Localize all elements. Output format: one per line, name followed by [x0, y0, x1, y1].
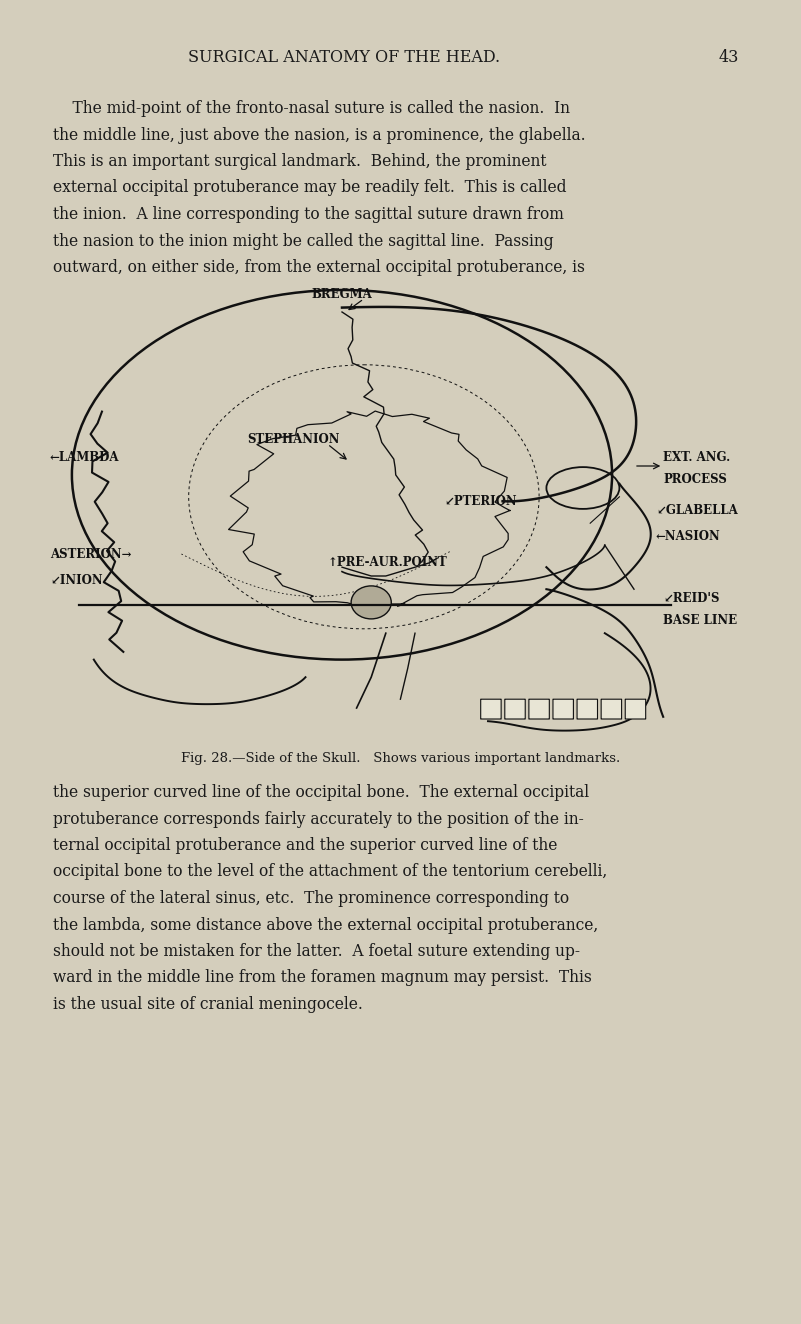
FancyBboxPatch shape	[505, 699, 525, 719]
FancyBboxPatch shape	[626, 699, 646, 719]
Text: 43: 43	[718, 49, 739, 66]
Text: BASE LINE: BASE LINE	[663, 613, 738, 626]
Text: This is an important surgical landmark.  Behind, the prominent: This is an important surgical landmark. …	[53, 154, 546, 169]
Text: ward in the middle line from the foramen magnum may persist.  This: ward in the middle line from the foramen…	[53, 969, 592, 986]
Text: the nasion to the inion might be called the sagittal line.  Passing: the nasion to the inion might be called …	[53, 233, 553, 249]
FancyBboxPatch shape	[601, 699, 622, 719]
Text: occipital bone to the level of the attachment of the tentorium cerebelli,: occipital bone to the level of the attac…	[53, 863, 607, 880]
Text: ternal occipital protuberance and the superior curved line of the: ternal occipital protuberance and the su…	[53, 837, 557, 854]
Text: ↙REID'S: ↙REID'S	[663, 592, 720, 605]
Text: ↙GLABELLA: ↙GLABELLA	[656, 503, 738, 516]
FancyBboxPatch shape	[577, 699, 598, 719]
Text: protuberance corresponds fairly accurately to the position of the in-: protuberance corresponds fairly accurate…	[53, 810, 584, 828]
Text: ↙INION: ↙INION	[50, 573, 103, 587]
Text: ←NASION: ←NASION	[656, 530, 721, 543]
FancyBboxPatch shape	[553, 699, 574, 719]
Text: ASTERION→: ASTERION→	[50, 548, 131, 560]
Ellipse shape	[351, 587, 391, 618]
Text: ↙PTERION: ↙PTERION	[445, 495, 517, 507]
FancyBboxPatch shape	[529, 699, 549, 719]
Text: ↑PRE-AUR.POINT: ↑PRE-AUR.POINT	[328, 556, 447, 569]
Text: external occipital protuberance may be readily felt.  This is called: external occipital protuberance may be r…	[53, 180, 566, 196]
Text: EXT. ANG.: EXT. ANG.	[663, 450, 731, 463]
Text: the lambda, some distance above the external occipital protuberance,: the lambda, some distance above the exte…	[53, 916, 598, 933]
Text: the inion.  A line corresponding to the sagittal suture drawn from: the inion. A line corresponding to the s…	[53, 207, 564, 222]
Text: is the usual site of cranial meningocele.: is the usual site of cranial meningocele…	[53, 996, 363, 1013]
Text: BREGMA: BREGMA	[312, 287, 372, 301]
Text: course of the lateral sinus, etc.  The prominence corresponding to: course of the lateral sinus, etc. The pr…	[53, 890, 570, 907]
Text: STEPHANION: STEPHANION	[247, 433, 340, 446]
Text: SURGICAL ANATOMY OF THE HEAD.: SURGICAL ANATOMY OF THE HEAD.	[188, 49, 501, 66]
Text: ←LAMBDA: ←LAMBDA	[50, 450, 119, 463]
Text: the middle line, just above the nasion, is a prominence, the glabella.: the middle line, just above the nasion, …	[53, 127, 586, 143]
Bar	[50, 290, 780, 730]
FancyBboxPatch shape	[481, 699, 501, 719]
Text: PROCESS: PROCESS	[663, 473, 727, 486]
Text: the superior curved line of the occipital bone.  The external occipital: the superior curved line of the occipita…	[53, 784, 589, 801]
Text: outward, on either side, from the external occipital protuberance, is: outward, on either side, from the extern…	[53, 260, 585, 275]
Text: should not be mistaken for the latter.  A foetal suture extending up-: should not be mistaken for the latter. A…	[53, 943, 580, 960]
Text: Fig. 28.—Side of the Skull.   Shows various important landmarks.: Fig. 28.—Side of the Skull. Shows variou…	[181, 752, 620, 765]
Text: The mid-point of the fronto-nasal suture is called the nasion.  In: The mid-point of the fronto-nasal suture…	[53, 101, 570, 117]
